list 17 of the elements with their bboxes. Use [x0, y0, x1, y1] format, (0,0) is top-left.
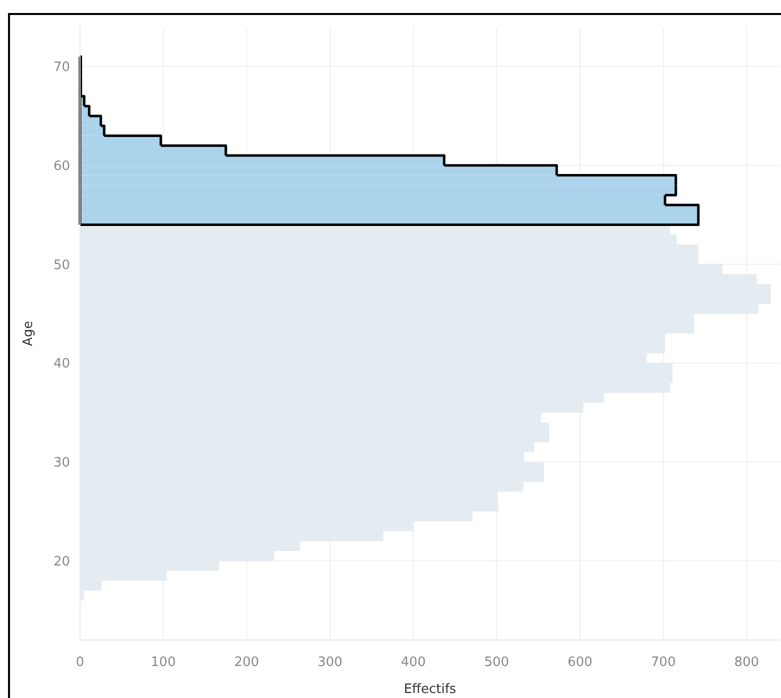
y-tick-label: 30 — [53, 456, 70, 471]
y-tick-label: 60 — [53, 158, 70, 174]
x-tick-label: 200 — [234, 655, 260, 670]
x-tick-label: 300 — [318, 655, 342, 670]
y-tick-label: 40 — [53, 356, 70, 372]
x-axis-title: Effectifs — [404, 682, 456, 697]
x-tick-label: 400 — [400, 655, 426, 670]
y-tick-label: 70 — [53, 60, 70, 76]
x-tick-label: 500 — [484, 655, 510, 670]
x-tick-label: 0 — [76, 655, 84, 670]
x-tick-label: 100 — [150, 655, 176, 670]
x-tick-label: 700 — [650, 655, 676, 670]
y-tick-label: 20 — [53, 554, 70, 570]
y-tick-label: 50 — [53, 258, 70, 273]
y-axis-title: Age — [21, 320, 36, 346]
x-tick-label: 800 — [734, 655, 760, 670]
x-tick-label: 600 — [568, 655, 592, 670]
